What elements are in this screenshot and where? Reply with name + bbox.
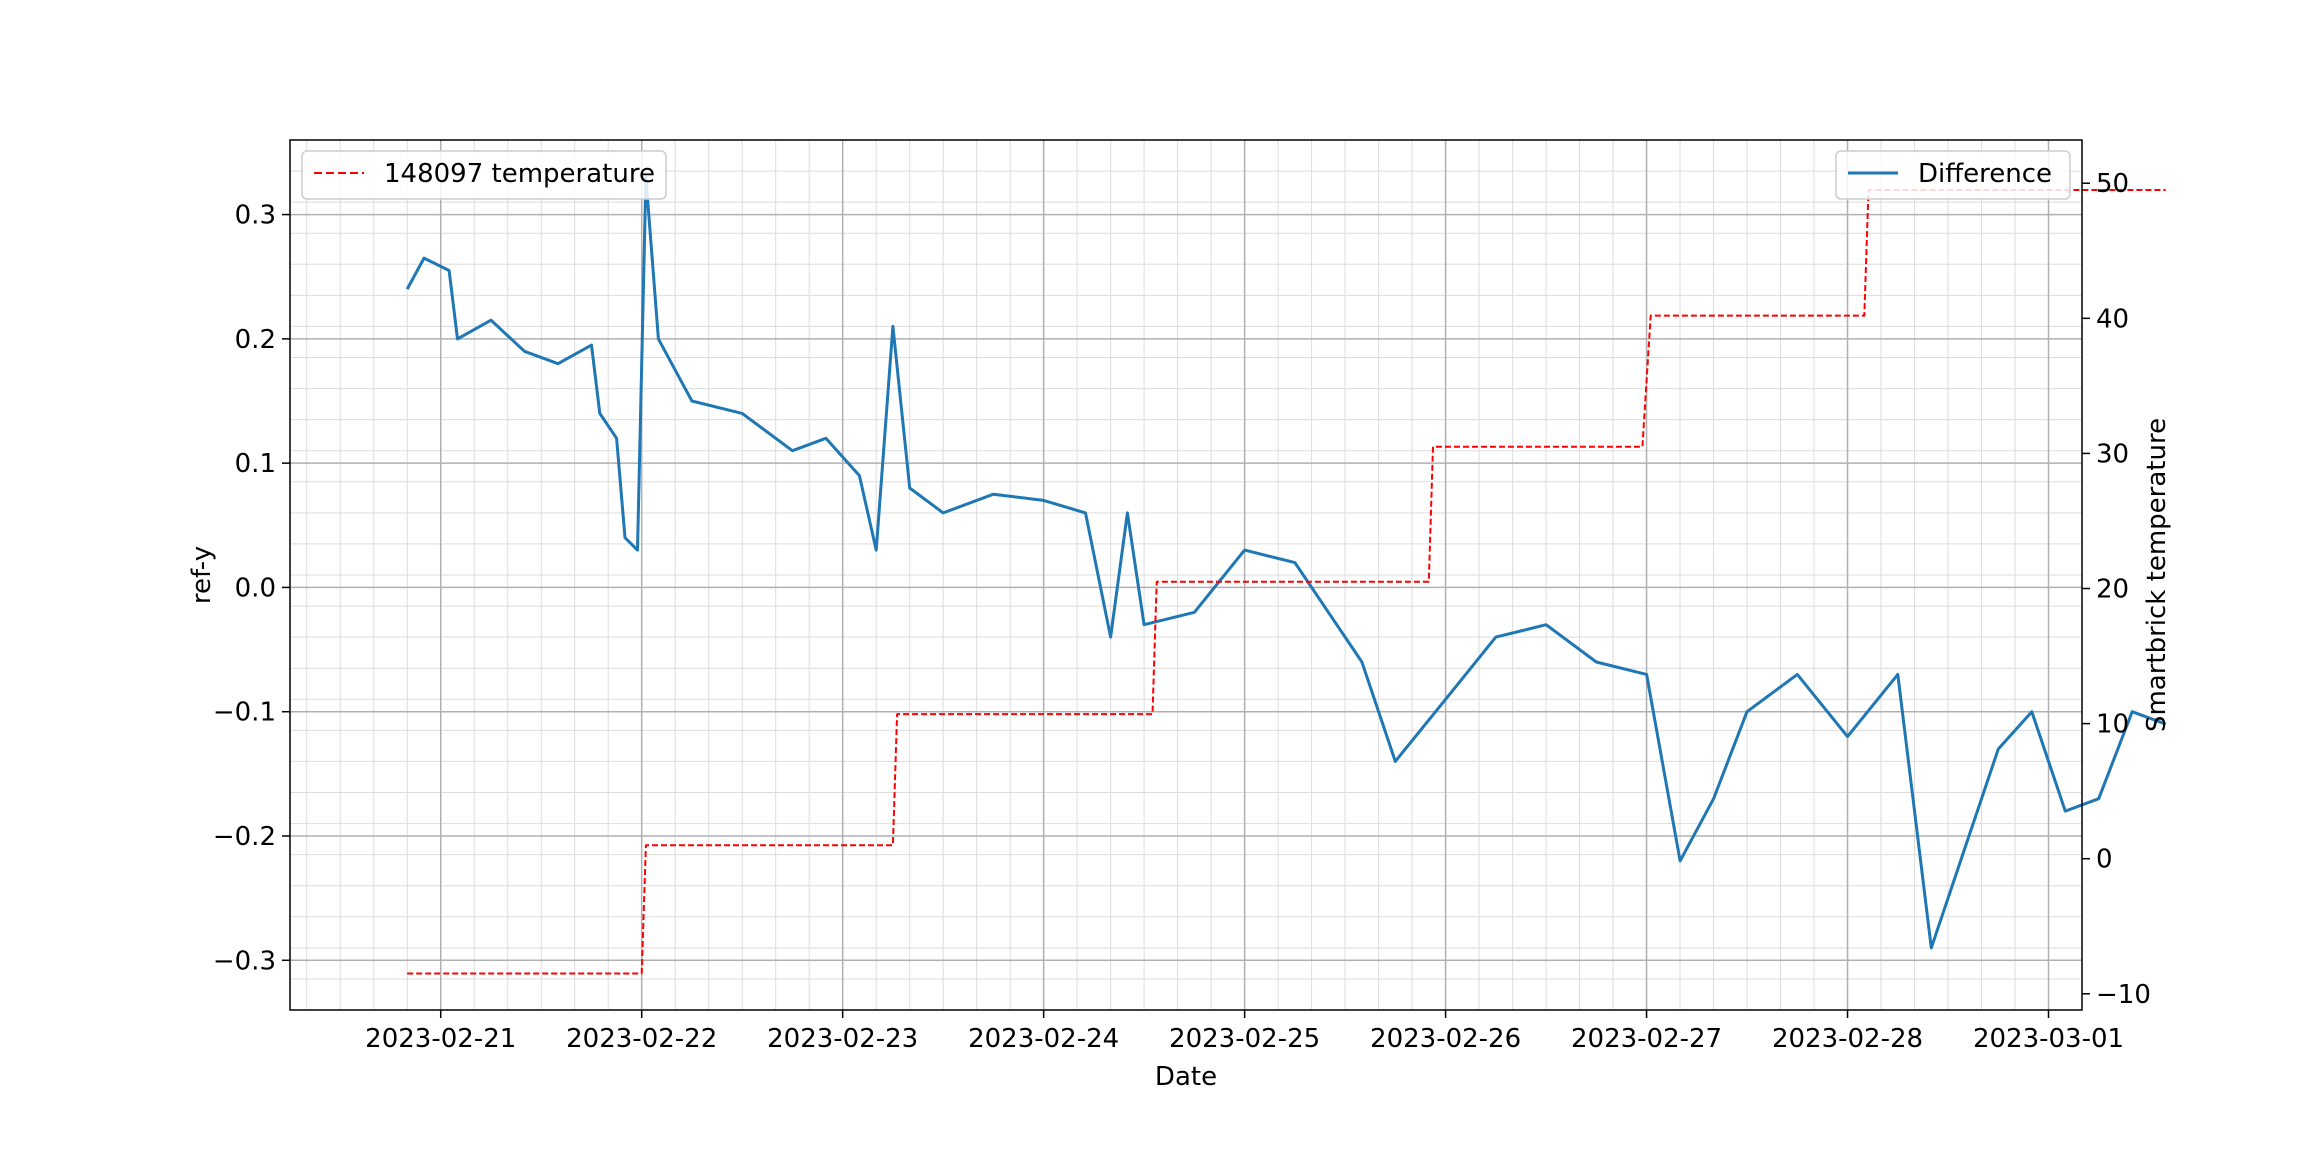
y2-tick-label: 0 — [2096, 845, 2113, 875]
difference-series-line — [405, 175, 2167, 950]
y2-axis-label: Smartbrick temperature — [2142, 418, 2172, 732]
legend-temperature: 148097 temperature — [301, 150, 667, 200]
y2-tick-label: 40 — [2096, 304, 2129, 334]
y2-tick-label: −10 — [2096, 980, 2151, 1010]
legend-difference: Difference — [1835, 150, 2071, 200]
x-tick-label: 2023-02-22 — [566, 1024, 717, 1054]
grid-layer — [290, 140, 2082, 1011]
x-tick-label: 2023-02-26 — [1370, 1024, 1521, 1054]
x-tick-label: 2023-02-21 — [365, 1024, 516, 1054]
legend-label-difference: Difference — [1918, 159, 2052, 189]
y2-tick-label: 10 — [2096, 710, 2129, 740]
y-tick-label: −0.1 — [213, 698, 276, 728]
y-tick-label: 0.2 — [235, 325, 276, 355]
y-tick-label: 0.0 — [235, 573, 276, 603]
legend-box — [1835, 150, 2071, 200]
y-tick-label: −0.3 — [213, 946, 276, 976]
x-axis-label: Date — [1155, 1062, 1217, 1092]
x-tick-label: 2023-02-25 — [1169, 1024, 1320, 1054]
x-tick-label: 2023-02-27 — [1571, 1024, 1722, 1054]
plot-frame — [289, 139, 2083, 1011]
y2-tick-label: 20 — [2096, 575, 2129, 605]
y-tick-label: −0.2 — [213, 822, 276, 852]
legend-box — [301, 150, 667, 200]
legend-label-temperature: 148097 temperature — [384, 159, 655, 189]
y-axis-label: ref-y — [187, 546, 217, 604]
y-tick-label: 0.1 — [235, 449, 276, 479]
x-tick-label: 2023-02-24 — [968, 1024, 1119, 1054]
y2-tick-label: 50 — [2096, 169, 2129, 199]
temperature-series-line — [407, 189, 2166, 975]
x-tick-label: 2023-03-01 — [1973, 1024, 2124, 1054]
axis-layer: −0.3 −0.2 −0.1 0.0 0.1 0.2 0.3 −10 0 10 20 30 40 50 20… — [213, 169, 2151, 1054]
x-tick-label: 2023-02-23 — [767, 1024, 918, 1054]
y-tick-label: 0.3 — [235, 201, 276, 231]
series-layer — [405, 175, 2167, 975]
x-tick-label: 2023-02-28 — [1772, 1024, 1923, 1054]
y2-tick-label: 30 — [2096, 439, 2129, 469]
